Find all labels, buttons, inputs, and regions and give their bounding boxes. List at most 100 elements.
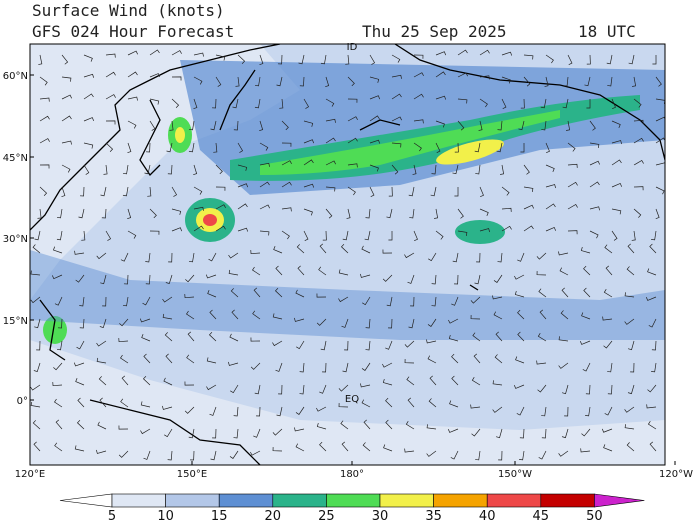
wind-barb xyxy=(296,244,305,254)
wind-barb xyxy=(303,98,310,109)
lon-label: 120°W xyxy=(659,469,693,480)
wind-barb xyxy=(73,362,85,367)
wind-barb xyxy=(75,378,85,386)
wind-barb xyxy=(365,318,371,329)
wind-barb xyxy=(558,450,569,457)
lat-labels: 60°N 45°N 30°N 15°N 0° xyxy=(3,71,34,407)
wind-barb xyxy=(655,208,660,220)
wind-barb xyxy=(165,353,173,364)
colorbar-label: 25 xyxy=(318,509,335,524)
wind-barb xyxy=(145,274,151,285)
wind-barb xyxy=(611,120,621,129)
wind-barb xyxy=(193,225,204,232)
wind-barb xyxy=(471,377,481,386)
wind-barb xyxy=(215,164,223,175)
wind-barb xyxy=(145,252,151,263)
wind-barb xyxy=(54,398,63,408)
wind-barb xyxy=(626,442,635,452)
wind-barb xyxy=(167,164,173,175)
wind-barb xyxy=(259,142,269,151)
wind-barb xyxy=(448,334,459,342)
wind-barb xyxy=(281,230,290,240)
colorbar-end xyxy=(594,493,645,508)
wind-barb xyxy=(297,265,305,276)
wind-barb xyxy=(519,450,525,461)
wind-barb xyxy=(649,243,657,254)
wind-barb xyxy=(101,208,107,219)
wind-barb xyxy=(319,384,327,394)
wind-barb xyxy=(232,98,239,109)
wind-barb xyxy=(391,116,402,122)
wind-barb xyxy=(410,296,415,307)
wind-barb xyxy=(250,337,261,342)
wind-barb xyxy=(435,230,444,240)
wind-barb xyxy=(303,120,314,127)
wind-barb xyxy=(96,252,107,260)
wind-barb xyxy=(429,375,437,386)
wind-barb xyxy=(540,98,547,109)
wind-barb xyxy=(500,164,505,175)
wind-barb xyxy=(479,49,490,56)
wind-barb xyxy=(275,362,283,372)
wind-barb xyxy=(558,251,569,256)
wind-barb xyxy=(274,287,283,298)
wind-barb xyxy=(342,362,349,373)
wind-barb xyxy=(589,160,600,166)
wind-barb xyxy=(184,406,195,414)
colorbar-segment xyxy=(433,493,488,508)
wind-barb xyxy=(61,54,69,65)
lon-labels: 120°E 150°E 180° 150°W 120°W xyxy=(15,461,693,480)
wind-barb xyxy=(567,230,578,235)
wind-barb xyxy=(545,203,556,210)
wind-barb xyxy=(457,72,468,78)
wind-barb xyxy=(347,163,358,168)
wind-barb xyxy=(79,318,85,329)
wind-barb xyxy=(544,76,549,87)
colorbar-label: 35 xyxy=(425,509,442,524)
wind-barb xyxy=(408,318,415,329)
wind-barb xyxy=(404,340,415,348)
wind-barb xyxy=(320,340,327,351)
wind-barb xyxy=(567,203,578,210)
wind-barb xyxy=(253,287,261,298)
wind-barb xyxy=(105,120,116,125)
wind-barb xyxy=(325,208,333,219)
wind-barb xyxy=(404,359,415,364)
wind-barb xyxy=(61,94,72,100)
wind-barb xyxy=(237,183,249,188)
wind-barb xyxy=(603,340,613,349)
wind-barb xyxy=(273,246,283,254)
wind-barb xyxy=(141,334,151,342)
wind-barb xyxy=(140,401,151,408)
lon-label: 180° xyxy=(340,469,364,480)
wind-barb xyxy=(474,274,481,285)
wind-barb xyxy=(347,98,358,103)
wind-barb xyxy=(186,354,195,364)
wind-barb xyxy=(210,120,217,131)
wind-barb xyxy=(413,72,424,78)
wind-barb xyxy=(523,76,531,87)
wind-barb xyxy=(626,266,635,276)
colorbar-label: 45 xyxy=(533,509,550,524)
wind-barb xyxy=(322,230,327,241)
wind-barb xyxy=(316,422,327,430)
wind-barb xyxy=(318,266,327,276)
wind-barb xyxy=(303,208,313,216)
wind-barb xyxy=(215,186,226,191)
wind-barb xyxy=(633,208,642,218)
wind-barb xyxy=(206,384,217,391)
wind-barb xyxy=(105,53,116,58)
wind-barb xyxy=(474,142,481,153)
wind-barb xyxy=(648,318,657,328)
wind-barb xyxy=(347,186,356,196)
wind-barb xyxy=(412,164,417,175)
wind-barb xyxy=(228,252,239,259)
lat-label: 0° xyxy=(17,396,28,407)
wind-barb xyxy=(171,50,182,56)
wind-barb xyxy=(428,398,437,408)
wind-barb xyxy=(209,309,217,320)
wind-barb xyxy=(545,184,556,189)
wind-barb xyxy=(541,406,547,417)
wind-barb xyxy=(545,164,555,173)
wind-barb xyxy=(39,164,50,169)
